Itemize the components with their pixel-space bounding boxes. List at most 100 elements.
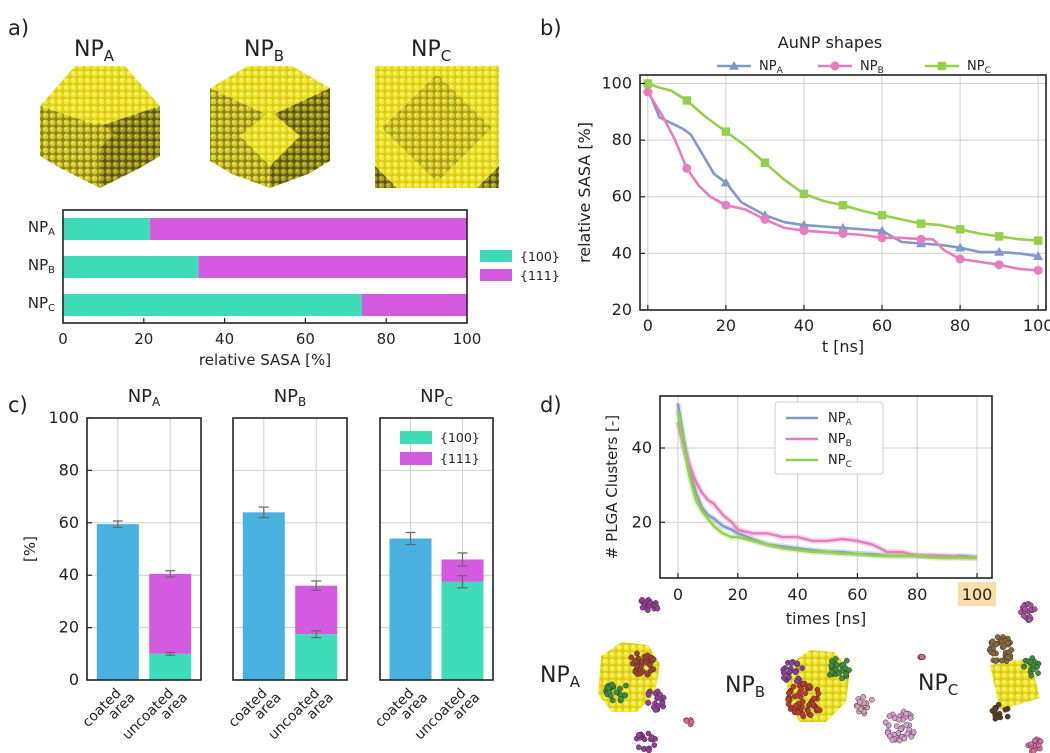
legend-swatch [400, 452, 432, 465]
legend-label: NPC [828, 453, 852, 470]
data-point-NPB [682, 163, 692, 173]
nanoparticle-title: NPA [74, 37, 115, 65]
panel-label: d) [540, 393, 562, 417]
polymer-cluster-icon [826, 656, 852, 682]
legend-swatch [480, 269, 512, 281]
data-point-NPB [877, 233, 887, 243]
polymer-cluster-icon [882, 708, 917, 744]
ytick-label: 20 [632, 512, 652, 531]
data-point-NPB [838, 229, 848, 239]
xtick-label: 80 [950, 316, 970, 335]
bar-uncoated-100 [149, 653, 192, 680]
ytick-label: NPB [28, 256, 55, 276]
nanoparticle-label: NPA [540, 663, 581, 691]
xtick-label: 80 [377, 330, 396, 348]
ytick-label: 100 [48, 408, 79, 427]
bar-segment [63, 294, 362, 316]
xtick-label: 40 [787, 585, 807, 604]
ytick-label: 60 [612, 187, 632, 206]
panel-c: c) NPAcoatedareauncoatedareaNPBcoatedarea… [8, 386, 494, 743]
axes-frame [379, 417, 494, 681]
data-point-NPB [955, 254, 965, 264]
polymer-cluster-icon [989, 701, 1011, 722]
x-axis-label: t [ns] [822, 337, 864, 356]
ytick-label: NPA [28, 218, 55, 238]
bar-uncoated-100 [295, 634, 338, 680]
ytick-label: NPC [28, 294, 55, 314]
axes-frame [659, 395, 993, 579]
subplot-title: NPB [274, 386, 307, 409]
xtick-label: 60 [847, 585, 867, 604]
data-point-NPC [643, 79, 653, 88]
gold-nanoparticle-icon [210, 66, 330, 188]
legend-marker [729, 61, 739, 70]
xtick-label: 0 [643, 316, 653, 335]
y-axis-label: relative SASA [%] [575, 122, 594, 263]
subplot-title: NPC [420, 386, 453, 409]
legend-title: AuNP shapes [778, 33, 882, 52]
bar-coated-area [96, 524, 139, 680]
polymer-cluster-icon [853, 694, 875, 717]
legend-label: NPC [967, 59, 991, 76]
data-point-NPC [877, 210, 887, 220]
bar-coated-area [389, 538, 432, 680]
panel-label: c) [8, 393, 28, 417]
nanoparticle-label: NPC [918, 671, 958, 699]
legend-label: NPA [759, 59, 784, 76]
polymer-cluster-icon [628, 650, 657, 678]
bar-segment [63, 256, 199, 278]
ytick-label: 40 [612, 243, 632, 262]
data-point-NPC [994, 232, 1004, 241]
nanoparticle-title: NPB [244, 37, 284, 65]
bar-segment [361, 294, 467, 316]
bar-coated-area [242, 512, 285, 680]
xtick-label: 20 [716, 316, 736, 335]
data-point-NPC [760, 158, 770, 168]
nanoparticle-title: NPC [411, 37, 451, 65]
xtick-label: 40 [215, 330, 234, 348]
polymer-cluster-icon [1021, 655, 1042, 679]
polymer-cluster-icon [986, 634, 1015, 664]
xtick-label: 60 [296, 330, 315, 348]
series-line-NPC [676, 410, 977, 559]
legend-label: NPA [828, 411, 853, 428]
legend-marker [937, 61, 947, 71]
xtick-label: 0 [673, 585, 683, 604]
xtick-label: 20 [134, 330, 153, 348]
bar-segment [198, 256, 467, 278]
data-point-NPA [1033, 251, 1044, 260]
ytick-label: 40 [632, 438, 652, 457]
polymer-cluster-icon [638, 596, 661, 614]
data-point-NPA [877, 225, 888, 235]
xtick-label: 40 [794, 316, 814, 335]
ytick-label: 20 [612, 300, 632, 319]
data-point-NPA [955, 242, 966, 252]
polymer-cluster-icon [785, 680, 823, 720]
ytick-label: 20 [59, 618, 79, 637]
polymer-cluster-icon [780, 658, 805, 685]
panel-b: b) 0 20 40 60 80 100 20 40 60 80 100 t [ns] relative … [540, 16, 1050, 356]
legend-label: {100} [440, 430, 480, 445]
legend-label: {111} [440, 451, 480, 466]
data-point-NPC [916, 219, 926, 228]
data-point-NPA [838, 222, 848, 232]
ytick-label: 0 [69, 670, 79, 689]
series-line-NPC [647, 82, 1039, 242]
xtick-label: 0 [58, 330, 68, 348]
polymer-cluster-icon [603, 681, 629, 704]
legend-swatch [400, 431, 432, 444]
panel-label: a) [8, 16, 29, 40]
polymer-cluster-icon [917, 653, 926, 661]
polymer-cluster-icon [633, 730, 658, 753]
legend-label: NPB [860, 59, 884, 76]
axes-frame [639, 74, 1047, 311]
data-point-NPB [1033, 265, 1043, 275]
data-point-NPB [721, 200, 731, 210]
xtick-label: 80 [907, 585, 927, 604]
bar-uncoated-111 [295, 585, 338, 635]
y-axis-label: [%] [21, 536, 39, 562]
polymer-cluster-icon [645, 688, 667, 713]
data-point-NPC [721, 127, 731, 136]
polymer-cluster-icon [1018, 600, 1038, 624]
